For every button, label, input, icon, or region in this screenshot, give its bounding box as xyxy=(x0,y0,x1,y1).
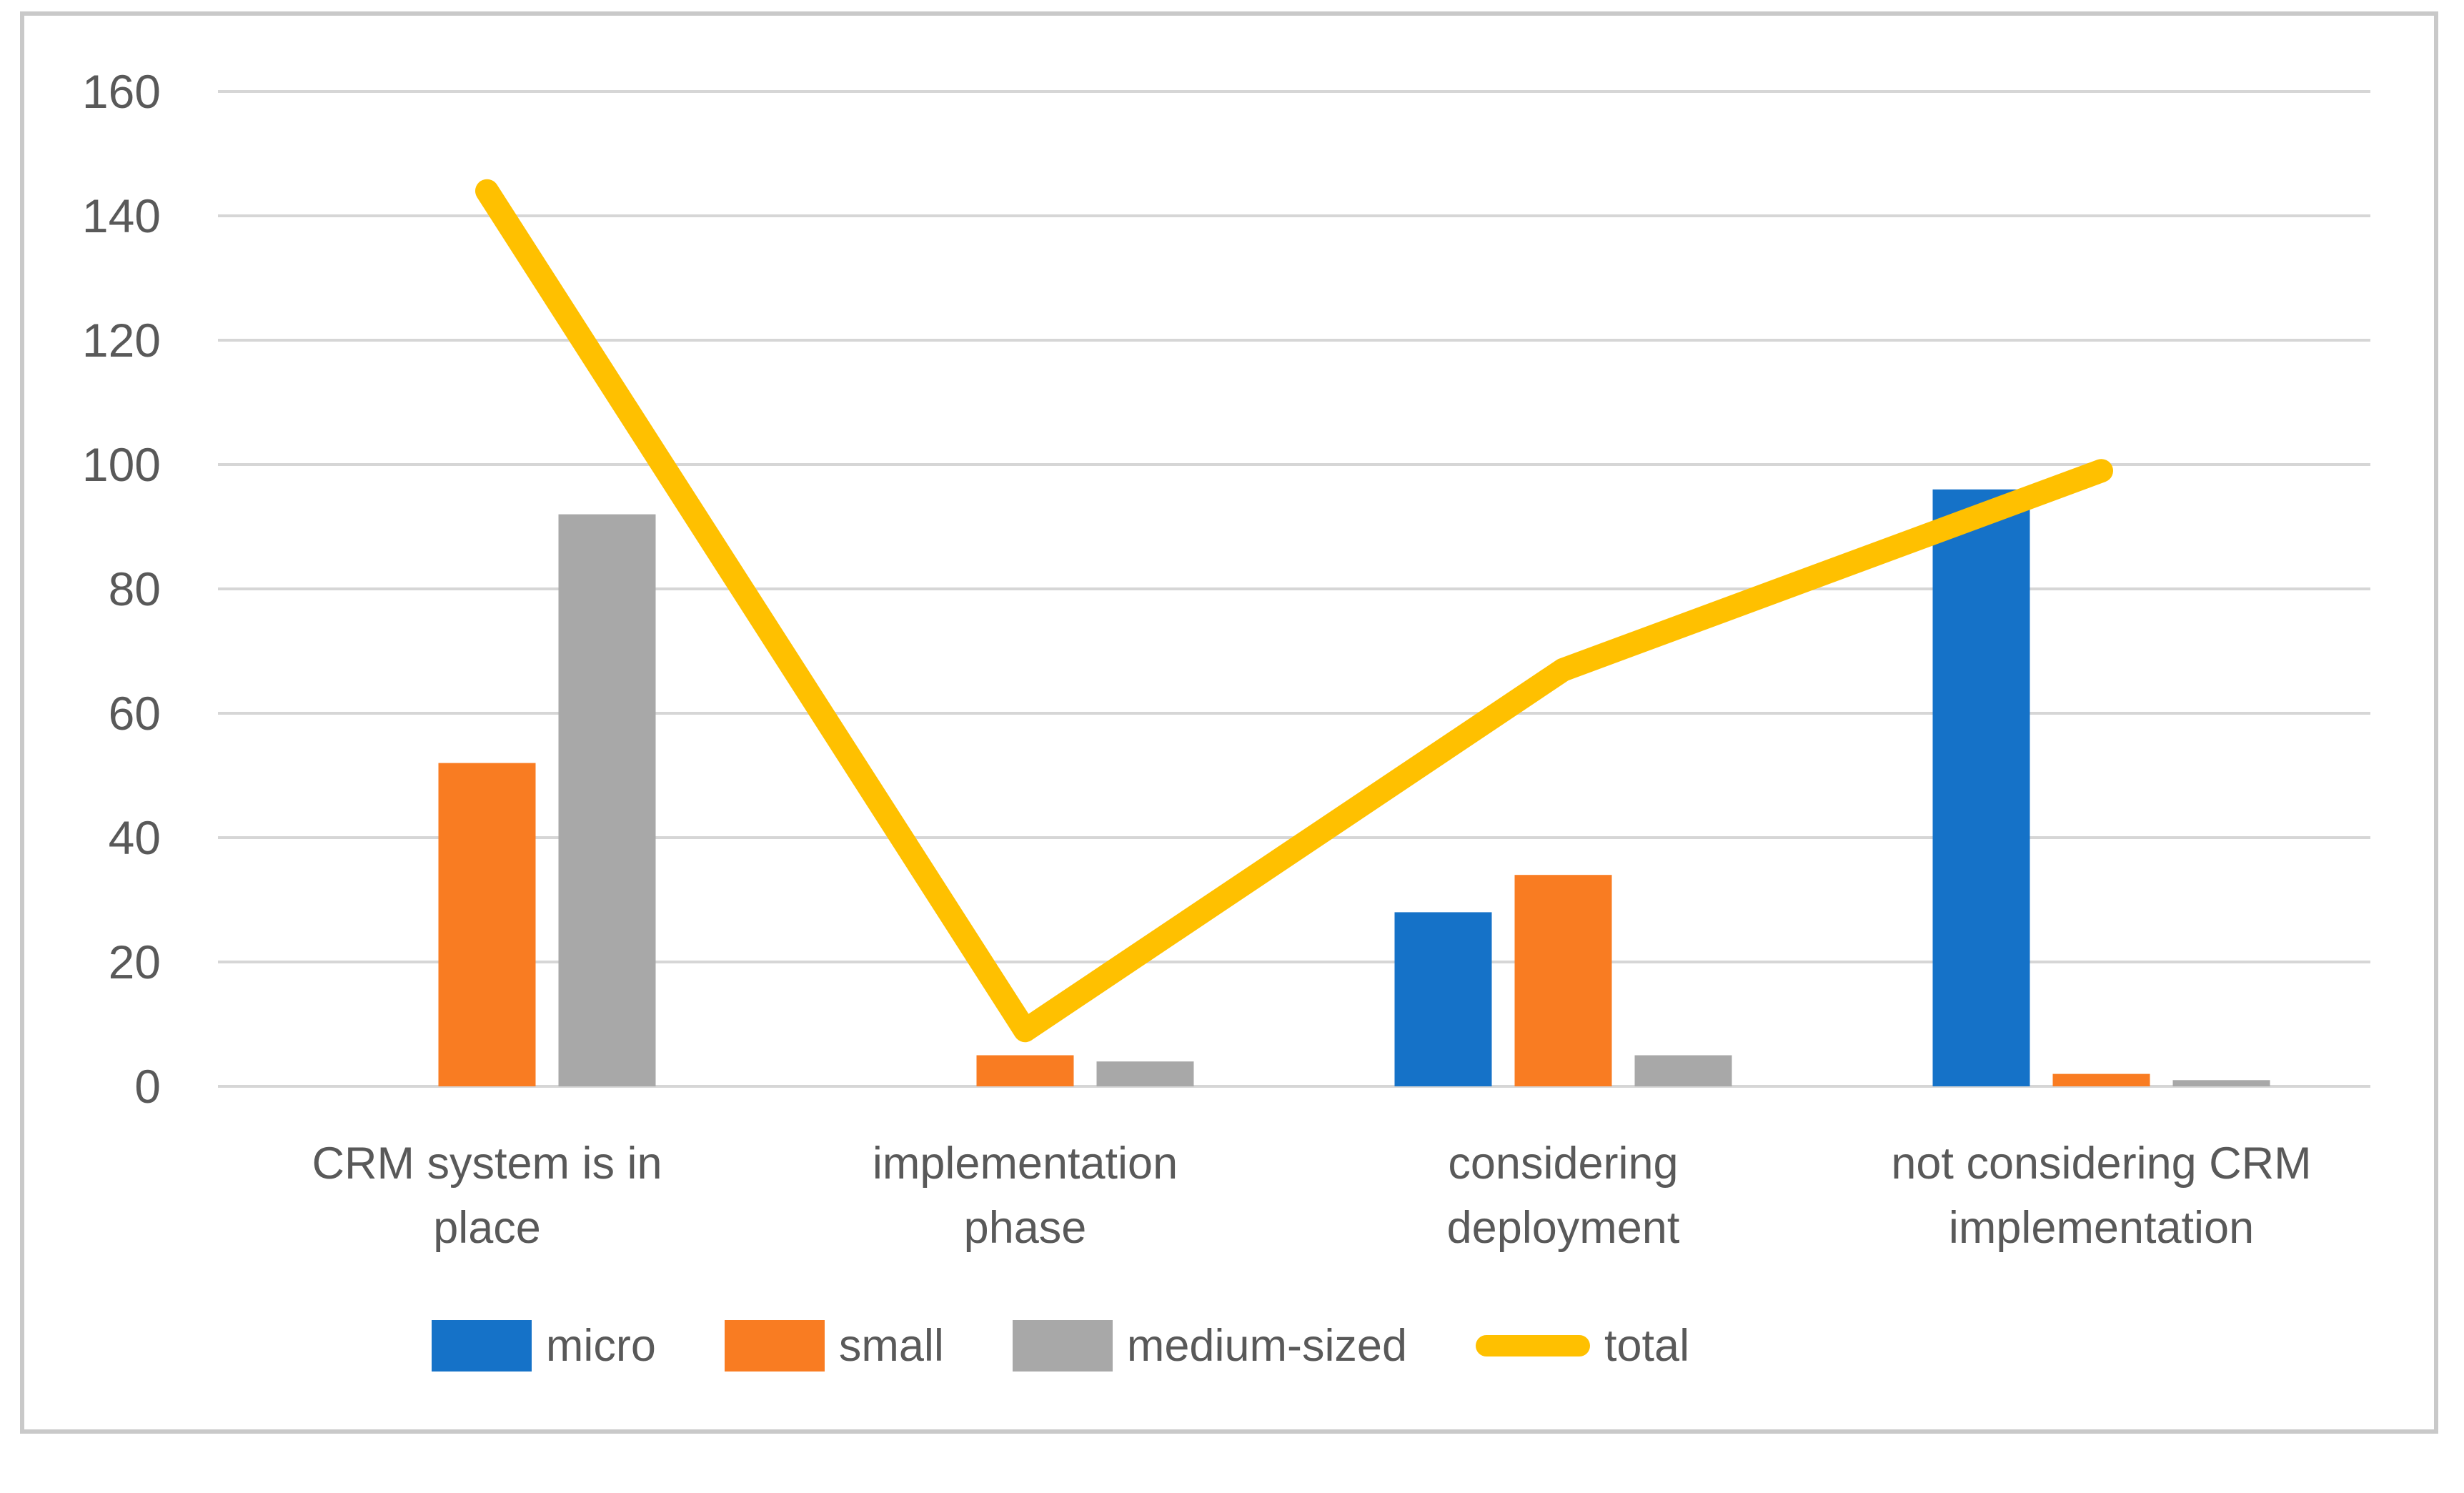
legend-item-micro: micro xyxy=(431,1320,656,1372)
legend-swatch-micro xyxy=(431,1320,532,1372)
bar-small-3 xyxy=(2052,1073,2150,1086)
bar-micro-2 xyxy=(1394,912,1492,1086)
chart-legend: micro small medium-sized total xyxy=(0,1314,2464,1378)
legend-label-total: total xyxy=(1604,1321,1690,1371)
line-total xyxy=(475,179,2113,1043)
legend-item-medium-sized: medium-sized xyxy=(1012,1320,1408,1372)
legend-item-small: small xyxy=(724,1320,944,1372)
x-axis-label-1: implementation phase xyxy=(872,1139,1178,1253)
y-tick-60: 60 xyxy=(109,687,161,740)
y-tick-100: 100 xyxy=(82,438,161,491)
bar-micro-3 xyxy=(1932,489,2030,1086)
y-tick-140: 140 xyxy=(82,189,161,242)
figure-border xyxy=(20,11,2438,1434)
legend-label-medium-sized: medium-sized xyxy=(1126,1321,1408,1371)
bar-small-0 xyxy=(438,763,536,1086)
x-axis-label-0: CRM system is in place xyxy=(312,1139,662,1253)
bar-medium-sized-3 xyxy=(2172,1080,2270,1086)
bar-medium-sized-2 xyxy=(1634,1055,1732,1086)
y-tick-40: 40 xyxy=(109,811,161,864)
bar-small-2 xyxy=(1514,875,1612,1086)
legend-item-total: total xyxy=(1476,1320,1689,1372)
y-tick-80: 80 xyxy=(109,562,161,615)
legend-swatch-medium-sized xyxy=(1012,1320,1113,1372)
bar-small-1 xyxy=(976,1055,1074,1086)
bar-medium-sized-0 xyxy=(558,514,656,1086)
legend-label-small: small xyxy=(838,1321,944,1371)
x-axis-label-3: not considering CRM implementation xyxy=(1891,1139,2312,1253)
bar-medium-sized-1 xyxy=(1096,1061,1194,1086)
y-tick-120: 120 xyxy=(82,314,161,367)
legend-label-micro: micro xyxy=(545,1321,656,1371)
legend-swatch-total xyxy=(1476,1335,1591,1356)
legend-swatch-small xyxy=(724,1320,825,1372)
y-tick-160: 160 xyxy=(82,65,161,118)
x-axis-label-2: considering deployment xyxy=(1446,1139,1680,1253)
y-tick-0: 0 xyxy=(134,1060,161,1113)
y-tick-20: 20 xyxy=(109,936,161,988)
